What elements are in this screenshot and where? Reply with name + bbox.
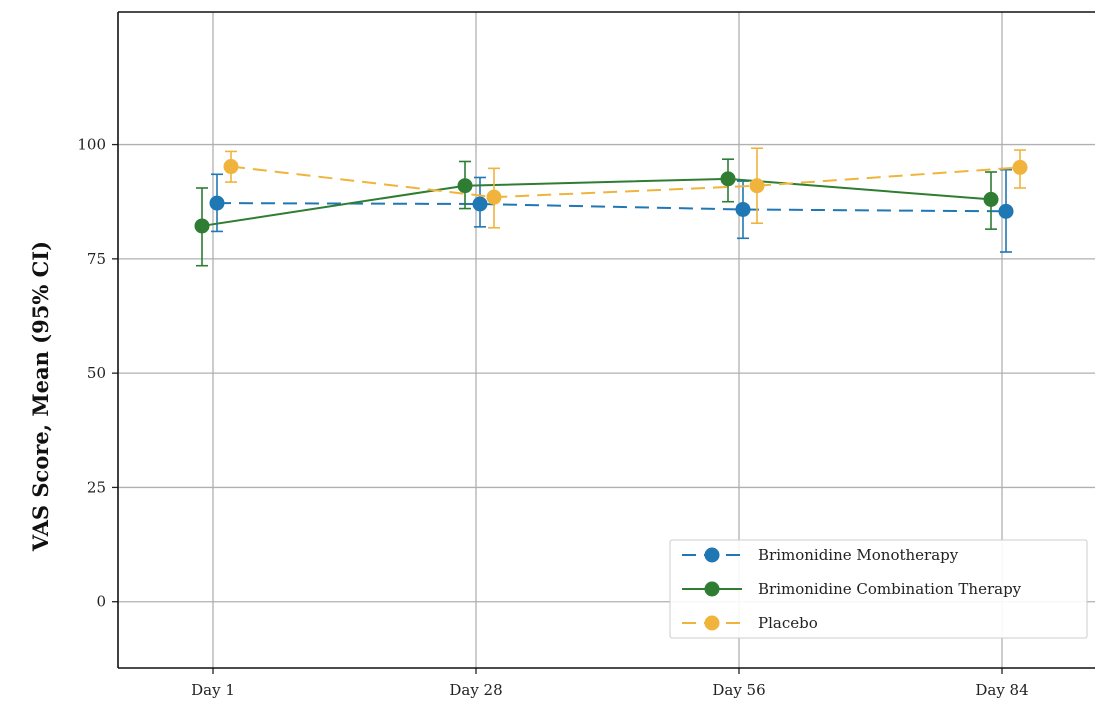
data-point xyxy=(486,189,502,205)
legend-entry: Placebo xyxy=(682,614,818,632)
data-point xyxy=(472,196,488,212)
legend: Brimonidine Monotherapy Brimonidine Combi… xyxy=(669,539,1088,639)
legend-label: Brimonidine Monotherapy xyxy=(758,546,959,564)
legend-label: Brimonidine Combination Therapy xyxy=(758,580,1022,598)
data-point xyxy=(720,171,736,187)
legend-marker xyxy=(704,547,720,563)
legend-marker xyxy=(704,615,720,631)
x-tick-label: Day 56 xyxy=(712,681,765,699)
data-point xyxy=(735,201,751,217)
series-brimonidine-monotherapy xyxy=(209,168,1014,253)
y-axis-label: VAS Score, Mean (95% CI) xyxy=(28,241,53,552)
legend-box xyxy=(669,539,1088,639)
data-point xyxy=(749,178,765,194)
x-tick-label: Day 1 xyxy=(191,681,235,699)
data-point xyxy=(457,178,473,194)
y-tick-label: 100 xyxy=(77,136,106,154)
grid-layer xyxy=(118,12,1095,668)
series-layer xyxy=(194,147,1028,267)
y-tick-label: 25 xyxy=(87,478,106,496)
data-point xyxy=(194,218,210,234)
series-line xyxy=(230,165,1021,199)
data-point xyxy=(998,203,1014,219)
data-point xyxy=(983,191,999,207)
data-point xyxy=(223,159,239,175)
y-tick-label: 50 xyxy=(87,364,106,382)
data-point xyxy=(1012,159,1028,175)
series-line xyxy=(216,202,1007,213)
data-point xyxy=(209,195,225,211)
x-tick-label: Day 84 xyxy=(975,681,1028,699)
legend-entry: Brimonidine Combination Therapy xyxy=(682,580,1022,598)
x-tick-label: Day 28 xyxy=(449,681,502,699)
y-tick-label: 0 xyxy=(96,593,106,611)
legend-label: Placebo xyxy=(758,614,818,632)
axes-layer: 0 25 50 75 100 Day 1 Day 28 Day 56 Day 84 xyxy=(77,11,1095,699)
series-line xyxy=(201,177,992,227)
series-brimonidine-combination-therapy xyxy=(194,158,999,267)
series-placebo xyxy=(223,147,1028,229)
legend-entry: Brimonidine Monotherapy xyxy=(682,546,959,564)
legend-marker xyxy=(704,581,720,597)
y-tick-label: 75 xyxy=(87,250,106,268)
